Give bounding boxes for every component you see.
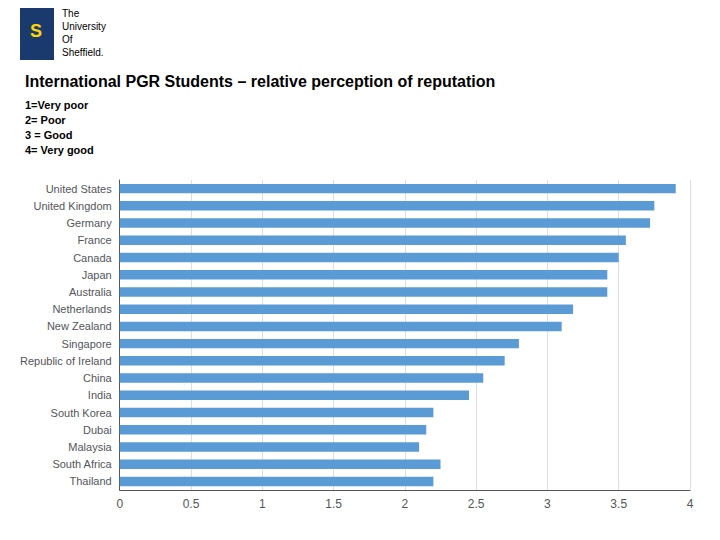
svg-text:France: France [77, 234, 111, 246]
svg-text:South Korea: South Korea [51, 407, 113, 419]
svg-text:China: China [83, 372, 113, 384]
svg-text:0.5: 0.5 [183, 497, 200, 511]
svg-text:2.5: 2.5 [468, 497, 485, 511]
svg-text:Australia: Australia [69, 286, 113, 298]
svg-text:2: 2 [402, 497, 409, 511]
svg-text:Thailand: Thailand [70, 475, 112, 487]
svg-text:Netherlands: Netherlands [52, 303, 112, 315]
svg-text:2= Poor: 2= Poor [25, 114, 66, 126]
svg-text:Of: Of [62, 34, 73, 45]
svg-text:Republic of Ireland: Republic of Ireland [20, 355, 112, 367]
svg-text:South Africa: South Africa [52, 458, 112, 470]
svg-text:India: India [88, 389, 113, 401]
svg-text:1: 1 [259, 497, 266, 511]
svg-text:International PGR Students – r: International PGR Students – relative pe… [25, 73, 495, 90]
svg-text:4= Very good: 4= Very good [25, 144, 94, 156]
svg-text:United Kingdom: United Kingdom [33, 200, 111, 212]
svg-text:S: S [30, 21, 42, 41]
svg-text:1=Very poor: 1=Very poor [25, 99, 89, 111]
svg-text:Sheffield.: Sheffield. [62, 47, 104, 58]
svg-text:Singapore: Singapore [62, 338, 112, 350]
svg-text:United States: United States [46, 183, 113, 195]
svg-text:3: 3 [544, 497, 551, 511]
svg-text:Germany: Germany [66, 217, 112, 229]
svg-text:4: 4 [687, 497, 694, 511]
svg-text:University: University [62, 21, 106, 32]
svg-text:1.5: 1.5 [325, 497, 342, 511]
svg-text:3 = Good: 3 = Good [25, 129, 72, 141]
svg-text:Japan: Japan [82, 269, 112, 281]
svg-text:Malaysia: Malaysia [68, 441, 112, 453]
svg-text:0: 0 [116, 497, 123, 511]
svg-text:Canada: Canada [73, 252, 112, 264]
svg-text:The: The [62, 8, 80, 19]
svg-text:New Zealand: New Zealand [47, 320, 112, 332]
svg-text:Dubai: Dubai [83, 424, 112, 436]
svg-text:3.5: 3.5 [610, 497, 627, 511]
